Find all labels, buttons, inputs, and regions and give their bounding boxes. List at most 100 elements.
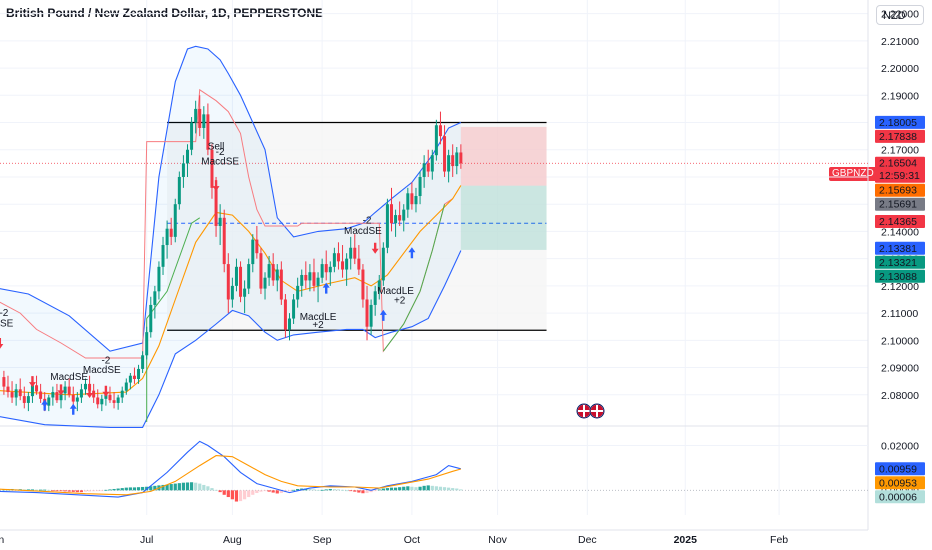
- candle-body: [390, 204, 393, 224]
- candle-body: [263, 277, 267, 289]
- annotations: MacdSE-2SellMacdSE-2MacdLE+2MacdLE+2Macd…: [0, 142, 416, 415]
- macd-histogram-bar: [291, 489, 296, 491]
- candle-body: [108, 394, 112, 401]
- macd-histogram-bar: [402, 486, 406, 491]
- macd-histogram-bar: [336, 489, 341, 491]
- macd-histogram-bar: [210, 488, 214, 491]
- macd-histogram-bar: [345, 490, 349, 492]
- macd-histogram-bar: [202, 484, 206, 491]
- time-tick-label: Feb: [770, 534, 788, 546]
- macd-histogram-bar: [128, 487, 132, 491]
- macd-histogram-bar: [149, 486, 153, 491]
- macd-histogram-bar: [414, 487, 418, 491]
- macd-histogram-bar: [226, 490, 230, 498]
- candle-body: [361, 269, 365, 300]
- macd-histogram-bar: [194, 482, 198, 491]
- candle-body: [418, 176, 422, 197]
- candle-body: [169, 228, 173, 237]
- candle-body: [141, 355, 145, 369]
- candle-body: [84, 383, 87, 390]
- candle-body: [308, 272, 312, 281]
- price-tag-bg: [875, 156, 925, 183]
- macd-value-tag-bg: [875, 476, 925, 490]
- buy-arrow-icon: [379, 309, 387, 321]
- price-tag-bg: [875, 214, 925, 228]
- candle-body: [112, 400, 116, 403]
- candle-body: [6, 386, 10, 393]
- macd-value-tag-bg: [875, 490, 925, 504]
- macd-histogram-bar: [136, 487, 141, 491]
- candle-body: [230, 285, 234, 300]
- position-tool: [460, 126, 547, 250]
- candle-body: [190, 122, 194, 150]
- macd-histogram-bar: [83, 490, 88, 492]
- price-axis: 2.220002.210002.200002.190002.180002.170…: [875, 9, 925, 504]
- bollinger-bands: [0, 45, 462, 428]
- price-tag-bg: [875, 269, 925, 283]
- macd-histogram-bar: [312, 489, 316, 491]
- candle-body: [296, 285, 300, 300]
- sell-arrow-icon: [57, 384, 65, 396]
- candle-body: [365, 299, 369, 327]
- candle-body: [198, 108, 202, 128]
- candle-body: [316, 277, 320, 286]
- candle-body: [124, 382, 128, 391]
- candle-body: [373, 291, 377, 305]
- candle-body: [30, 385, 34, 397]
- macd-histogram-bar: [426, 485, 430, 491]
- sell-arrow-icon: [371, 242, 379, 254]
- time-tick-label: Oct: [404, 534, 420, 546]
- macd-histogram-bar: [328, 488, 332, 491]
- macd-histogram-bar: [63, 490, 67, 492]
- candle-body: [304, 274, 308, 281]
- candle-body: [451, 155, 455, 167]
- price-tag: 2.13321: [879, 257, 917, 269]
- sell-arrow-icon: [28, 376, 36, 388]
- macd-histogram-bar: [418, 486, 422, 491]
- price-tag-bg: [875, 241, 925, 255]
- signal-line: [0, 455, 462, 496]
- candle-body: [173, 204, 177, 237]
- macd-histogram-bar: [141, 486, 145, 491]
- macd-histogram-bar: [361, 490, 365, 494]
- macd-histogram-bar: [455, 488, 459, 491]
- macd-histogram-bar: [92, 490, 96, 492]
- macd-histogram-bar: [75, 490, 79, 493]
- signal-label: -2: [216, 147, 225, 158]
- macd-histogram-bar: [459, 489, 463, 491]
- macd-histogram-bar: [263, 490, 267, 492]
- candle-body: [226, 264, 230, 300]
- bb-lower-line: [0, 250, 462, 428]
- macd-histogram-bar: [296, 488, 300, 491]
- macd-pane: [0, 440, 868, 502]
- macd-histogram-bar: [365, 490, 369, 494]
- sell-arrow-icon: [86, 387, 94, 399]
- macd-histogram-bar: [398, 487, 402, 491]
- macd-value-tag-bg: [875, 462, 925, 476]
- macd-histogram-bar: [422, 485, 426, 491]
- candle-body: [251, 239, 255, 265]
- bb-upper-line: [0, 45, 462, 352]
- macd-histogram-bar: [332, 489, 336, 491]
- macd-histogram-bar: [165, 484, 169, 491]
- currency-button[interactable]: NZD: [876, 5, 924, 25]
- macd-histogram-bar: [389, 487, 394, 491]
- candle-body: [206, 114, 210, 150]
- price-tick-label: 2.22000: [881, 9, 919, 21]
- candle-body: [255, 239, 259, 254]
- candle-body: [39, 391, 43, 399]
- macd-histogram-bar: [377, 489, 381, 491]
- signal-label: +2: [394, 296, 406, 307]
- candle-body: [234, 266, 238, 286]
- candle-body: [10, 392, 14, 398]
- price-tag-bg: [875, 197, 925, 211]
- macd-histogram-bar: [434, 486, 438, 491]
- macd-histogram-bar: [357, 490, 361, 493]
- macd-histogram-bar: [34, 489, 39, 491]
- symbol-badge: GBPNZD: [829, 167, 877, 181]
- macd-histogram-bar: [96, 490, 100, 492]
- signal-label: +2: [312, 320, 324, 331]
- macd-histogram-bar: [255, 490, 259, 494]
- candle-body: [385, 204, 389, 248]
